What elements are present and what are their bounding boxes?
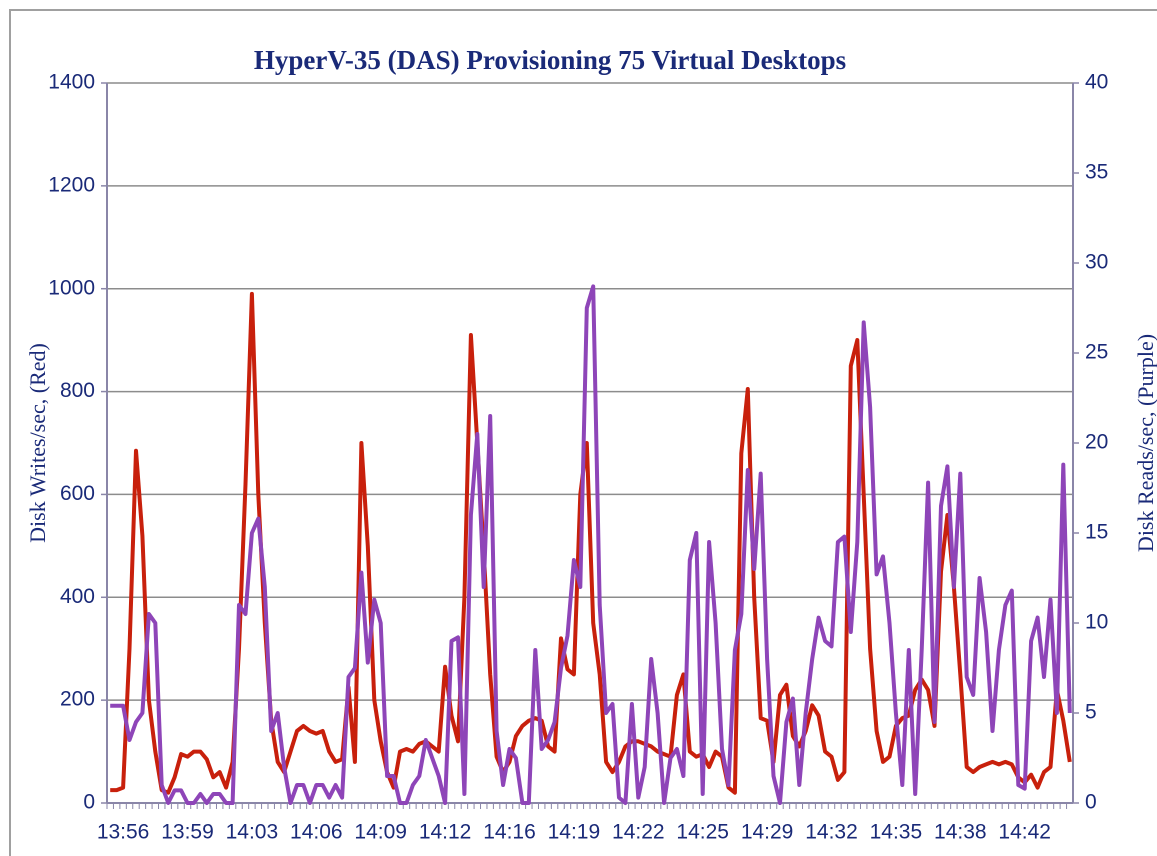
x-tick-label: 14:22 [612, 821, 665, 844]
x-tick-label: 14:19 [548, 821, 601, 844]
chart-title: HyperV-35 (DAS) Provisioning 75 Virtual … [254, 45, 846, 75]
x-tick-label: 14:12 [419, 821, 472, 844]
x-tick-label: 14:25 [676, 821, 729, 844]
frame [9, 9, 1157, 856]
x-tick-label: 14:32 [805, 821, 858, 844]
y2-tick-label: 15 [1085, 521, 1108, 544]
y2-tick-label: 0 [1085, 791, 1097, 814]
y2-tick-label: 5 [1085, 701, 1097, 724]
y-tick-label: 1000 [48, 276, 95, 299]
x-tick-label: 14:38 [934, 821, 987, 844]
y-tick-label: 400 [60, 585, 95, 608]
x-tick-label: 14:29 [741, 821, 794, 844]
x-tick-label: 14:03 [226, 821, 279, 844]
y-axis-title: Disk Writes/sec, (Red) [25, 343, 50, 543]
x-tick-label: 13:56 [97, 821, 150, 844]
y2-tick-label: 25 [1085, 341, 1108, 364]
x-tick-label: 14:35 [870, 821, 923, 844]
y2-tick-label: 30 [1085, 251, 1108, 274]
x-tick-label: 14:09 [354, 821, 407, 844]
y-tick-label: 1400 [48, 71, 95, 94]
x-tick-label: 14:42 [998, 821, 1051, 844]
series-line [110, 284, 1072, 805]
y-tick-label: 800 [60, 379, 95, 402]
x-tick-label: 14:16 [483, 821, 536, 844]
x-tick-label: 13:59 [161, 821, 214, 844]
y2-tick-label: 20 [1085, 431, 1108, 454]
y-tick-label: 200 [60, 688, 95, 711]
x-tick-label: 14:06 [290, 821, 343, 844]
y2-tick-label: 35 [1085, 161, 1108, 184]
y2-tick-label: 40 [1085, 71, 1108, 94]
y-tick-label: 600 [60, 482, 95, 505]
y2-axis-title: Disk Reads/sec, (Purple) [1133, 334, 1157, 552]
y-tick-label: 1200 [48, 173, 95, 196]
y2-tick-label: 10 [1085, 611, 1108, 634]
y-tick-label: 0 [83, 791, 95, 814]
